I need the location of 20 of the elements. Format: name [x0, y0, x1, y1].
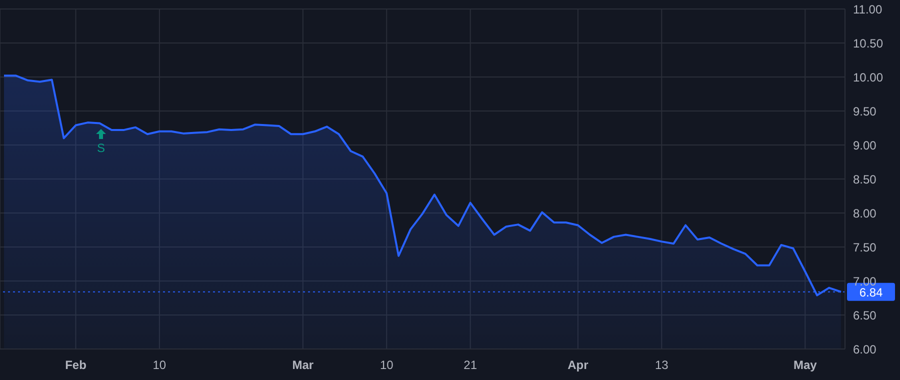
x-tick-label: Apr — [568, 358, 589, 372]
y-tick-label: 8.00 — [853, 206, 877, 220]
y-tick-label: 6.00 — [853, 342, 877, 356]
y-tick-label: 7.50 — [853, 240, 877, 254]
y-tick-label: 9.00 — [853, 138, 877, 152]
x-tick-label: 21 — [464, 358, 478, 372]
x-tick-label: May — [793, 358, 818, 372]
y-tick-label: 11.00 — [853, 2, 882, 16]
y-tick-label: 8.50 — [853, 172, 877, 186]
x-tick-label: 10 — [380, 358, 394, 372]
x-tick-label: Feb — [65, 358, 86, 372]
y-tick-label: 6.50 — [853, 308, 877, 322]
y-tick-label: 10.00 — [853, 70, 884, 84]
y-tick-label: 10.50 — [853, 36, 884, 50]
x-tick-label: Mar — [292, 358, 314, 372]
x-tick-label: 13 — [654, 358, 669, 372]
y-tick-label: 9.50 — [853, 104, 877, 118]
ref-line-label: 6.84 — [859, 285, 883, 300]
x-tick-label: 10 — [152, 358, 166, 372]
annotation: S — [96, 141, 106, 155]
